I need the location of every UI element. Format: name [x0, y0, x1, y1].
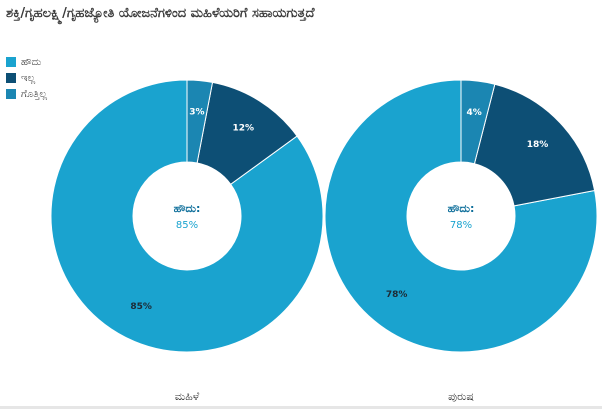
- legend-swatch-yes: [6, 57, 16, 67]
- donut-name: ಮಹಿಳೆ: [175, 390, 200, 403]
- center-title: ಹೌದು:: [174, 202, 201, 215]
- donut-name: ಪುರುಷ: [448, 390, 474, 403]
- legend-swatch-no: [6, 73, 16, 83]
- chart-title: ಶಕ್ತಿ/ಗೃಹಲಕ್ಷ್ಮಿ/ಗೃಹಜ್ಯೋತಿ ಯೋಜನೆಗಳಿಂದ ಮಹ…: [6, 6, 315, 21]
- legend-item-dont-know[interactable]: ಗೊತ್ತಿಲ್ಲ: [6, 86, 47, 102]
- slice-label-yes: 85%: [130, 302, 152, 312]
- slice-yes[interactable]: [324, 79, 598, 353]
- center-value: 85%: [176, 220, 198, 231]
- legend: ಹೌದು ಇಲ್ಲ ಗೊತ್ತಿಲ್ಲ: [6, 54, 47, 102]
- legend-item-yes[interactable]: ಹೌದು: [6, 54, 47, 70]
- slice-dont-know[interactable]: [460, 79, 496, 165]
- slice-label-no: 12%: [232, 123, 254, 133]
- slice-label-dont-know: 4%: [467, 108, 482, 118]
- donut-1: 78% 18% 4% ಹೌದು: 78% ಪುರುಷ: [324, 79, 598, 403]
- legend-label-yes: ಹೌದು: [21, 56, 42, 68]
- legend-label-no: ಇಲ್ಲ: [21, 72, 36, 84]
- center-title: ಹೌದು:: [448, 202, 475, 215]
- slice-dont-know[interactable]: [186, 79, 214, 164]
- slice-label-yes: 78%: [386, 290, 408, 300]
- slice-label-dont-know: 3%: [189, 107, 204, 117]
- center-value: 78%: [450, 220, 472, 231]
- slice-yes[interactable]: [50, 79, 324, 353]
- legend-swatch-dont-know: [6, 89, 16, 99]
- legend-item-no[interactable]: ಇಲ್ಲ: [6, 70, 47, 86]
- slice-no[interactable]: [473, 83, 596, 207]
- bottom-divider: [0, 406, 602, 409]
- donut-0: 85% 12% 3% ಹೌದು: 85% ಮಹಿಳೆ: [50, 79, 324, 403]
- legend-label-dont-know: ಗೊತ್ತಿಲ್ಲ: [21, 88, 48, 100]
- slice-label-no: 18%: [527, 140, 549, 150]
